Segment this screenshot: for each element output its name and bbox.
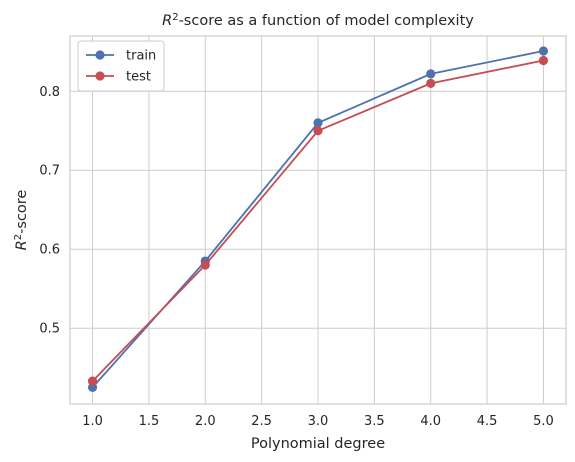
x-tick-label: 3.5 — [364, 414, 385, 429]
y-tick-label: 0.5 — [39, 322, 60, 337]
data-point-test — [426, 78, 436, 88]
y-tick-label: 0.7 — [39, 164, 60, 179]
x-tick-label: 2.0 — [195, 414, 216, 429]
data-point-train — [426, 69, 436, 79]
legend-label-train: train — [126, 49, 156, 64]
plot-area — [69, 35, 567, 405]
x-axis-label: Polynomial degree — [251, 436, 385, 452]
legend: train test — [77, 40, 165, 92]
data-point-test — [538, 55, 549, 66]
x-tick-label: 1.0 — [82, 414, 103, 429]
data-point-train — [313, 118, 323, 128]
x-tick-label: 1.5 — [139, 414, 160, 429]
x-tick-label: 4.0 — [420, 414, 441, 429]
x-tick-label: 4.5 — [477, 414, 498, 429]
plot-frame — [69, 35, 567, 405]
x-axis-ticks: 1.0 1.5 2.0 2.5 3.0 3.5 4.0 4.5 5.0 — [82, 414, 554, 429]
x-tick-label: 3.0 — [308, 414, 329, 429]
series-layer — [87, 46, 549, 393]
x-tick-label: 2.5 — [251, 414, 272, 429]
data-point-test — [313, 126, 323, 136]
data-point-test — [200, 260, 210, 270]
y-axis-ticks: 0.5 0.6 0.7 0.8 — [39, 85, 60, 337]
y-axis-label: R2-score — [13, 190, 31, 251]
legend-label-test: test — [126, 70, 151, 85]
legend-marker-train — [95, 50, 105, 60]
legend-marker-test — [95, 71, 105, 81]
y-tick-label: 0.8 — [39, 85, 60, 100]
y-tick-label: 0.6 — [39, 243, 60, 258]
chart-title: R2-score as a function of model complexi… — [162, 12, 474, 30]
gridlines — [70, 36, 566, 404]
data-point-test — [87, 376, 98, 386]
data-point-train — [87, 382, 98, 393]
data-point-train — [538, 46, 549, 56]
x-tick-label: 5.0 — [533, 414, 554, 429]
